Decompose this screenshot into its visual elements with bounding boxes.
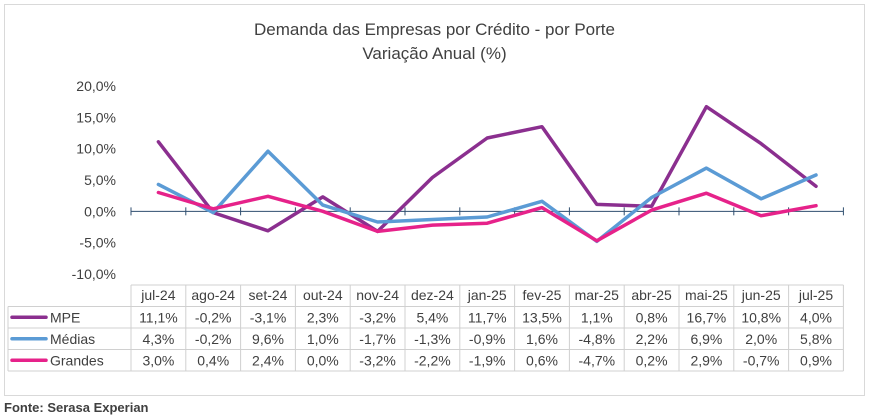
data-label: 2,3%	[307, 309, 339, 325]
data-label: 9,6%	[252, 331, 284, 347]
series-line-2	[156, 190, 818, 243]
data-label: -1,7%	[359, 331, 396, 347]
source-note: Fonte: Serasa Experian	[4, 400, 149, 415]
x-tick-label: set-24	[249, 287, 288, 303]
data-label: 16,7%	[687, 309, 727, 325]
x-tick-label: out-24	[303, 287, 343, 303]
data-label: 10,8%	[741, 309, 781, 325]
legend-label: MPE	[50, 309, 80, 325]
y-tick-label: -5,0%	[79, 235, 116, 251]
data-label: 0,4%	[197, 352, 229, 368]
data-label: -0,7%	[743, 352, 780, 368]
y-tick-label: 10,0%	[76, 141, 116, 157]
data-label: 4,0%	[800, 309, 832, 325]
data-label: -1,9%	[469, 352, 506, 368]
series-line-0	[156, 104, 818, 234]
data-label: -3,2%	[359, 352, 396, 368]
data-label: 2,9%	[690, 352, 722, 368]
x-tick-label: dez-24	[411, 287, 454, 303]
x-tick-label: jun-25	[741, 287, 781, 303]
data-label: 4,3%	[142, 331, 174, 347]
chart-subtitle: Variação Anual (%)	[362, 44, 507, 63]
data-label: -0,2%	[195, 309, 232, 325]
chart-frame	[4, 4, 865, 396]
series-line-1	[156, 149, 818, 244]
data-label: 1,0%	[307, 331, 339, 347]
data-label: 0,8%	[636, 309, 668, 325]
data-label: -1,3%	[414, 331, 451, 347]
data-label: -0,2%	[195, 331, 232, 347]
data-label: 11,1%	[139, 309, 178, 325]
data-label: -4,7%	[579, 352, 616, 368]
x-tick-label: mai-25	[685, 287, 728, 303]
legend-label: Grandes	[50, 352, 104, 368]
data-label: 0,6%	[526, 352, 558, 368]
data-label: 0,9%	[800, 352, 832, 368]
data-label: 3,0%	[142, 352, 174, 368]
data-label: 0,0%	[307, 352, 339, 368]
y-tick-label: -10,0%	[72, 266, 116, 282]
data-label: 5,4%	[416, 309, 448, 325]
data-label: 5,8%	[800, 331, 832, 347]
x-tick-label: ago-24	[191, 287, 235, 303]
data-label: 2,0%	[745, 331, 777, 347]
x-tick-label: jul-25	[798, 287, 833, 303]
x-tick-label: jan-25	[467, 287, 507, 303]
data-label: 13,5%	[522, 309, 562, 325]
y-tick-label: 5,0%	[84, 172, 116, 188]
data-label: 0,2%	[636, 352, 668, 368]
x-tick-label: fev-25	[523, 287, 562, 303]
data-label: 2,4%	[252, 352, 284, 368]
x-tick-label: jul-24	[140, 287, 175, 303]
data-label: 2,2%	[636, 331, 668, 347]
data-label: -4,8%	[579, 331, 616, 347]
data-label: 1,6%	[526, 331, 558, 347]
data-label: 11,7%	[468, 309, 507, 325]
data-label: -3,2%	[359, 309, 396, 325]
x-tick-label: abr-25	[631, 287, 672, 303]
data-label: -2,2%	[414, 352, 451, 368]
y-tick-label: 15,0%	[76, 109, 116, 125]
chart-title: Demanda das Empresas por Crédito - por P…	[254, 20, 615, 39]
y-tick-label: 20,0%	[76, 78, 116, 94]
legend-label: Médias	[50, 331, 95, 347]
data-label: 1,1%	[581, 309, 613, 325]
x-tick-label: nov-24	[356, 287, 399, 303]
data-label: -3,1%	[250, 309, 287, 325]
y-tick-label: 0,0%	[84, 203, 116, 219]
x-tick-label: mar-25	[575, 287, 620, 303]
data-label: -0,9%	[469, 331, 506, 347]
data-label: 6,9%	[690, 331, 722, 347]
